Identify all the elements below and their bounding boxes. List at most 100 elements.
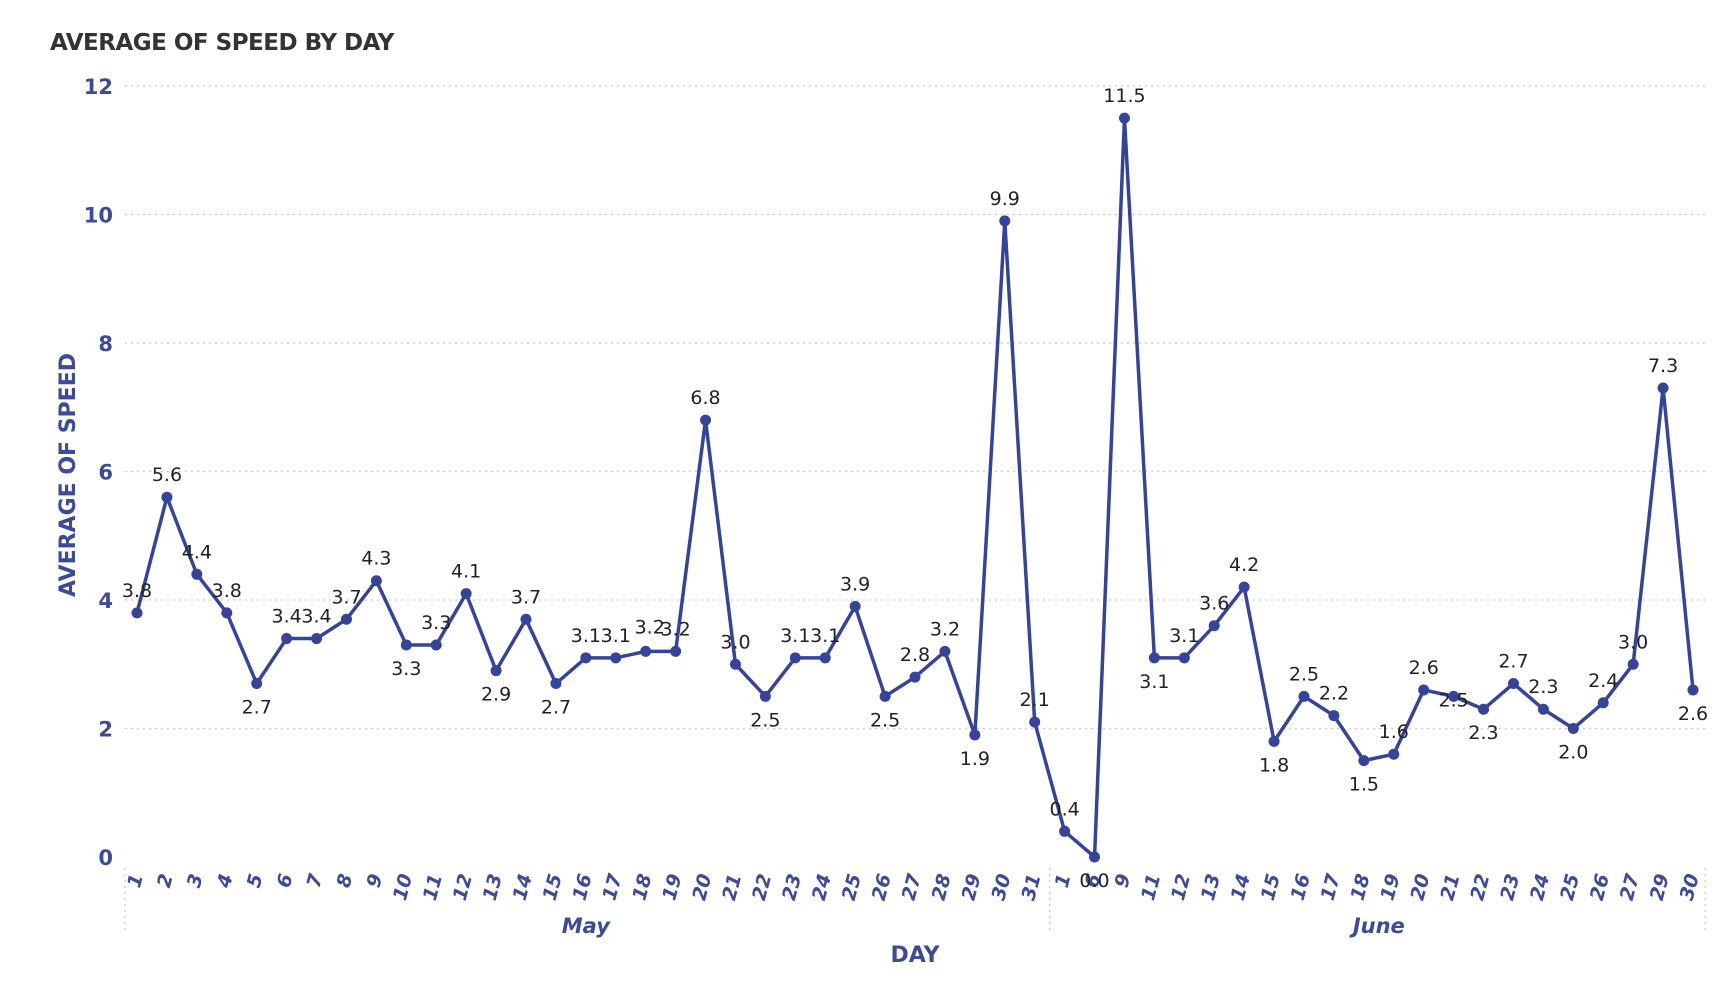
- y-tick-label: 12: [84, 75, 113, 99]
- x-tick-label: 15: [539, 872, 567, 903]
- data-label: 3.4: [301, 606, 331, 628]
- data-label: 3.8: [212, 580, 242, 602]
- data-point: [819, 652, 831, 664]
- data-point: [580, 652, 592, 664]
- x-tick-label: 21: [1436, 872, 1464, 903]
- data-point: [909, 671, 921, 683]
- x-axis-ticks: 1 2 3 4 5 6 7 8 9 10 11 12 13 14 15 16 17 18 19 20 21 22 23 24 2…: [123, 871, 1704, 903]
- data-label: 3.1: [571, 625, 601, 647]
- data-point: [1687, 684, 1699, 696]
- data-point: [1089, 851, 1101, 863]
- x-tick-label: 2: [153, 872, 178, 890]
- x-tick-label: 6: [1081, 872, 1106, 890]
- x-tick-label: 20: [688, 872, 716, 903]
- series-line: [135, 116, 1695, 859]
- data-point: [1268, 735, 1280, 747]
- x-tick-label: 23: [1496, 872, 1524, 903]
- data-label: 3.6: [1199, 593, 1229, 615]
- data-point: [879, 690, 891, 702]
- y-tick-label: 2: [98, 718, 113, 742]
- x-tick-label: 25: [838, 872, 866, 903]
- data-label: 2.7: [242, 697, 272, 719]
- data-point: [1388, 748, 1400, 760]
- data-point: [1507, 678, 1519, 690]
- x-tick-label: 19: [1377, 872, 1405, 903]
- x-tick-label: 28: [928, 872, 956, 903]
- x-tick-label: 21: [718, 872, 746, 903]
- data-labels: 3.85.64.43.82.73.4 3.43.74.33.33.34.12.93…: [122, 85, 1708, 892]
- x-tick-label: 20: [1406, 872, 1434, 903]
- x-tick-label: 13: [1197, 872, 1225, 903]
- y-axis-ticks: 0 2 4 6 8 10 12: [84, 75, 113, 870]
- data-label: 2.0: [1558, 742, 1588, 764]
- data-label: 3.8: [122, 580, 152, 602]
- data-label: 2.2: [1319, 683, 1349, 705]
- data-label: 3.3: [391, 658, 421, 680]
- x-tick-label: 31: [1017, 872, 1045, 903]
- data-point: [700, 414, 712, 426]
- x-tick-label: 7: [303, 871, 328, 890]
- x-tick-label: 5: [243, 872, 268, 890]
- data-point: [1298, 690, 1310, 702]
- x-tick-label: 9: [363, 872, 388, 890]
- x-tick-label: 6: [273, 872, 298, 890]
- x-tick-label: 17: [1317, 871, 1345, 903]
- y-tick-label: 10: [84, 204, 113, 228]
- data-point: [520, 613, 532, 625]
- data-point: [849, 600, 861, 612]
- data-point: [191, 568, 203, 580]
- y-tick-label: 6: [98, 461, 113, 485]
- data-point: [370, 575, 382, 587]
- data-point: [251, 678, 263, 690]
- x-tick-label: 15: [1257, 872, 1285, 903]
- x-tick-label: 1: [1051, 872, 1076, 890]
- data-label: 2.7: [541, 697, 571, 719]
- x-tick-label: 11: [419, 872, 447, 903]
- data-label: 3.2: [635, 616, 665, 638]
- data-point: [729, 658, 741, 670]
- data-label: 3.7: [331, 586, 361, 608]
- x-tick-label: 18: [628, 872, 656, 903]
- data-label: 2.5: [750, 709, 780, 731]
- data-label: 11.5: [1103, 85, 1145, 107]
- x-tick-label: 24: [808, 872, 836, 903]
- x-tick-label: 27: [898, 871, 926, 903]
- data-label: 4.2: [1229, 554, 1259, 576]
- data-point: [131, 607, 143, 619]
- x-tick-label: 29: [1646, 872, 1674, 903]
- data-label: 2.6: [1678, 703, 1708, 725]
- x-tick-label: 16: [1287, 872, 1315, 903]
- month-label: May: [562, 914, 611, 938]
- data-point: [1148, 652, 1160, 664]
- x-tick-label: 16: [569, 872, 597, 903]
- x-tick-label: 22: [748, 872, 776, 903]
- x-tick-label: 30: [1676, 872, 1704, 903]
- data-label: 4.4: [182, 541, 212, 563]
- data-point: [1448, 690, 1460, 702]
- data-label: 3.1: [601, 625, 631, 647]
- data-point: [1118, 112, 1130, 124]
- data-point: [1627, 658, 1639, 670]
- data-point: [1657, 382, 1669, 394]
- data-point: [550, 678, 562, 690]
- x-tick-label: 23: [778, 872, 806, 903]
- data-point: [400, 639, 412, 651]
- data-point: [1418, 684, 1430, 696]
- data-label: 1.9: [960, 748, 990, 770]
- x-tick-label: 29: [958, 872, 986, 903]
- data-point: [999, 215, 1011, 227]
- data-point: [1238, 581, 1250, 593]
- x-axis-label: DAY: [890, 943, 940, 968]
- x-tick-label: 11: [1137, 872, 1165, 903]
- data-label: 7.3: [1648, 355, 1678, 377]
- data-label: 3.1: [1139, 671, 1169, 693]
- x-tick-label: 22: [1466, 872, 1494, 903]
- x-tick-label: 12: [449, 872, 477, 903]
- data-point: [161, 491, 173, 503]
- data-label: 4.1: [451, 561, 481, 583]
- x-tick-label: 25: [1556, 872, 1584, 903]
- month-groups: May June: [124, 868, 1706, 938]
- data-point: [460, 588, 472, 600]
- y-axis-label: AVERAGE OF SPEED: [56, 353, 81, 597]
